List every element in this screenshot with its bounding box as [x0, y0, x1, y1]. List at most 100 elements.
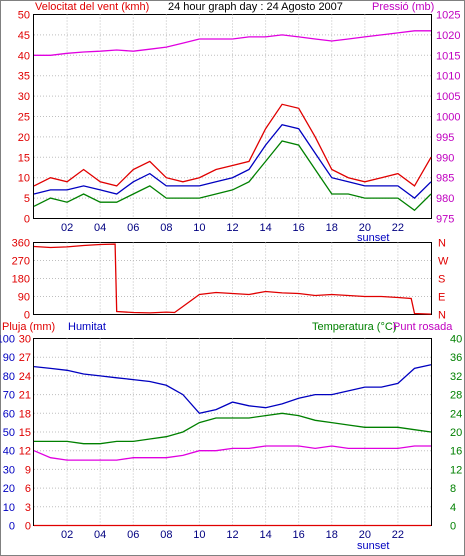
hour-tick-label: 22 [392, 529, 404, 541]
hour-tick-label: 20 [359, 529, 371, 541]
humidity-tick-label: 90 [3, 352, 15, 364]
rain-tick-label: 12 [19, 446, 31, 458]
dew-point-axis-label: Punt rosada [393, 321, 453, 333]
wind-gust-line [33, 103, 432, 187]
wind-speed-tick-label: 30 [18, 91, 30, 103]
wind-speed-tick-label: 50 [18, 10, 30, 22]
panel-wind-lines [33, 30, 432, 212]
rain-tick-label: 24 [19, 371, 31, 383]
direction-degree-label: 180 [12, 274, 30, 286]
pressure-tick-label: 985 [436, 173, 454, 185]
humidity-axis-label: Humitat [68, 321, 106, 333]
pressure-tick-label: 975 [436, 214, 454, 226]
hour-tick-label: 10 [193, 529, 205, 541]
pressure-tick-label: 995 [436, 132, 454, 144]
rain-tick-label: 3 [25, 502, 31, 514]
hour-tick-label: 16 [293, 222, 305, 234]
dew-point-line [33, 445, 431, 461]
pressure-line [34, 30, 431, 56]
pressure-tick-label: 980 [436, 193, 454, 205]
humidity-tick-label: 100 [0, 334, 15, 346]
panel-wind-grid [34, 14, 431, 219]
wind-speed-axis-label: Velocitat del vent (kmh) [35, 1, 149, 13]
wind-speed-tick-label: 35 [18, 71, 30, 83]
humidity-line [33, 364, 432, 415]
hour-tick-label: 06 [127, 222, 139, 234]
direction-degree-ticks: 0 90 180 270 360 [12, 238, 30, 322]
humidity-tick-label: 80 [3, 371, 15, 383]
temperature-axis-label: Temperatura (°C) [312, 321, 396, 333]
wind-speed-tick-label: 5 [24, 193, 30, 205]
direction-compass-label: W [438, 256, 449, 268]
temperature-line [34, 412, 432, 445]
humidity-tick-label: 20 [3, 483, 15, 495]
temperature-tick-label: 16 [450, 446, 462, 458]
wind-direction-line [33, 243, 432, 315]
temperature-tick-label: 20 [450, 427, 462, 439]
direction-compass-label: N [438, 310, 446, 322]
wind-speed-ticks: 0 5 10 15 20 25 30 35 40 45 50 [18, 10, 30, 226]
pressure-tick-label: 1000 [436, 112, 460, 124]
wind-speed-tick-label: 20 [18, 132, 30, 144]
pressure-tick-label: 1015 [436, 50, 460, 62]
hour-tick-label: 08 [160, 222, 172, 234]
hour-tick-label: 18 [326, 529, 338, 541]
pressure-tick-label: 1005 [436, 91, 460, 103]
temperature-tick-label: 40 [450, 334, 462, 346]
pressure-tick-label: 1020 [436, 30, 460, 42]
humidity-tick-label: 60 [3, 408, 15, 420]
direction-degree-label: 360 [12, 238, 30, 250]
hour-tick-label: 02 [61, 529, 73, 541]
hour-tick-label: 08 [160, 529, 172, 541]
rain-axis-label: Pluja (mm) [2, 321, 55, 333]
hour-tick-label: 22 [392, 222, 404, 234]
direction-compass-label: N [438, 238, 446, 250]
panel-direction-grid [34, 242, 431, 315]
direction-compass-label: S [438, 274, 445, 286]
pressure-tick-label: 1010 [436, 71, 460, 83]
pressure-ticks: 975 980 985 990 995 1000 1005 1010 1015 1020 1025 [436, 10, 460, 226]
direction-degree-label: 90 [18, 292, 30, 304]
pressure-tick-label: 1025 [436, 10, 460, 22]
hour-tick-label: 14 [259, 222, 271, 234]
rain-tick-label: 30 [19, 334, 31, 346]
panel-temp-lines [33, 364, 432, 527]
hour-tick-label: 04 [94, 222, 106, 234]
humidity-tick-label: 10 [3, 502, 15, 514]
humidity-tick-label: 40 [3, 446, 15, 458]
temperature-tick-label: 8 [450, 483, 456, 495]
humidity-ticks: 0 10 20 30 40 50 60 70 80 90 100 [0, 334, 15, 533]
hour-tick-label: 12 [226, 222, 238, 234]
humidity-tick-label: 50 [3, 427, 15, 439]
chart-title: 24 hour graph day : 24 Agosto 2007 [168, 1, 343, 13]
wind-speed-tick-label: 10 [18, 173, 30, 185]
temperature-tick-label: 0 [450, 521, 456, 533]
direction-degree-label: 0 [24, 310, 30, 322]
direction-compass-label: E [438, 292, 445, 304]
wind-speed-tick-label: 25 [18, 112, 30, 124]
hour-tick-label: 20 [359, 222, 371, 234]
temperature-tick-label: 12 [450, 464, 462, 476]
wind-speed-tick-label: 40 [18, 50, 30, 62]
temperature-tick-label: 36 [450, 352, 462, 364]
rain-ticks: 0 3 6 9 12 15 18 21 24 27 30 [19, 334, 31, 533]
hour-tick-label: 10 [193, 222, 205, 234]
temperature-ticks: 0 4 8 12 16 20 24 28 32 36 40 [450, 334, 462, 533]
temperature-tick-label: 28 [450, 390, 462, 402]
temperature-tick-label: 4 [450, 502, 456, 514]
hour-ticks-bottom: 02 04 06 08 10 12 14 16 18 20 22 [61, 529, 404, 541]
rain-tick-label: 15 [19, 427, 31, 439]
humidity-tick-label: 0 [9, 521, 15, 533]
wind-speed-tick-label: 45 [18, 30, 30, 42]
rain-tick-label: 21 [19, 390, 31, 402]
rain-tick-label: 0 [25, 521, 31, 533]
rain-tick-label: 18 [19, 408, 31, 420]
wind-average-line [33, 123, 432, 199]
wind-speed-line [33, 140, 432, 212]
pressure-axis-label: Pressió (mb) [372, 1, 434, 13]
panel-direction-lines [33, 243, 432, 315]
sunset-label-top: sunset [357, 232, 389, 244]
